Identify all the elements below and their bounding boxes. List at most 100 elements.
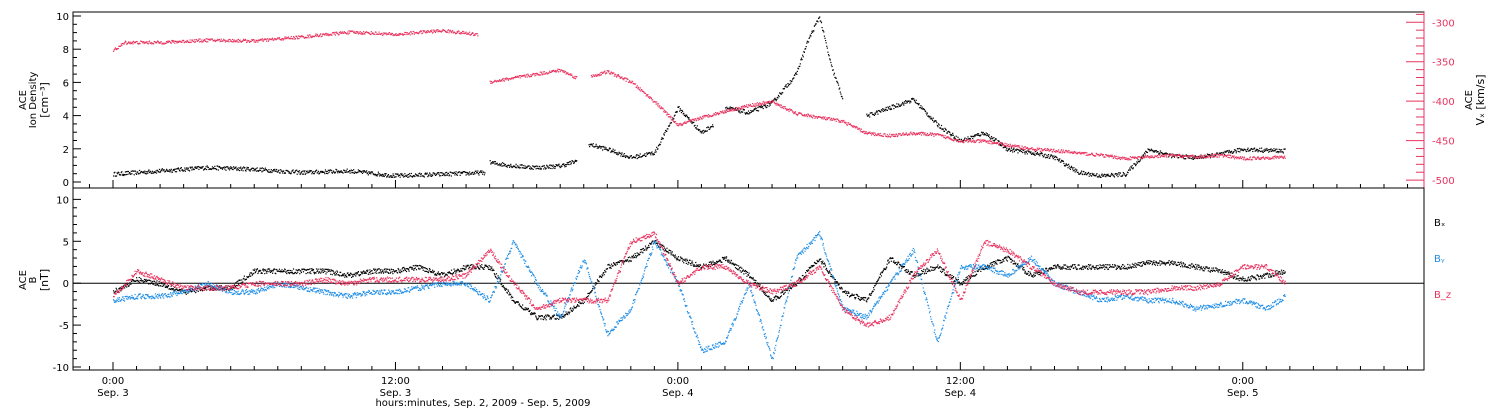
data-point: [1267, 156, 1269, 158]
data-point: [986, 133, 989, 135]
data-point: [760, 106, 762, 109]
data-point: [613, 75, 615, 77]
data-point: [677, 106, 680, 109]
data-point: [859, 128, 861, 130]
data-point: [288, 172, 290, 174]
data-point: [397, 34, 400, 36]
data-point: [648, 96, 650, 98]
data-point: [470, 173, 472, 175]
data-point: [243, 277, 245, 280]
data-point: [281, 269, 283, 271]
data-point: [982, 139, 984, 141]
data-point: [604, 269, 606, 272]
data-point: [423, 31, 425, 33]
data-point: [1045, 156, 1047, 158]
data-point: [906, 101, 908, 103]
data-point: [950, 138, 953, 140]
data-point: [750, 111, 753, 113]
data-point: [391, 176, 394, 178]
data-point: [122, 173, 124, 175]
data-point: [993, 140, 996, 142]
data-point: [754, 108, 756, 111]
data-point: [918, 132, 920, 134]
data-point: [495, 276, 497, 278]
data-point: [791, 80, 793, 82]
data-point: [829, 58, 831, 60]
data-point: [1034, 154, 1036, 156]
data-point: [1013, 145, 1016, 147]
data-point: [516, 167, 518, 169]
data-point: [551, 167, 553, 170]
data-point: [832, 119, 834, 121]
data-point: [221, 167, 223, 169]
data-point: [946, 136, 948, 138]
data-point: [264, 272, 266, 275]
data-point: [465, 268, 467, 270]
data-point: [1111, 154, 1113, 156]
data-point: [410, 266, 412, 269]
data-point: [920, 108, 923, 110]
data-point: [700, 130, 702, 132]
data-point: [331, 172, 334, 174]
data-point: [523, 74, 525, 76]
data-point: [566, 162, 568, 164]
data-point: [158, 281, 160, 283]
data-point: [357, 33, 359, 35]
data-point: [542, 71, 544, 73]
data-point: [156, 41, 158, 43]
data-point: [231, 38, 234, 41]
data-point: [734, 109, 736, 111]
data-point: [972, 137, 974, 140]
data-point: [293, 36, 295, 39]
data-point: [823, 35, 826, 37]
data-point: [398, 268, 400, 270]
data-point: [427, 175, 429, 178]
data-point: [260, 169, 262, 171]
data-point: [779, 104, 781, 106]
data-point: [177, 167, 179, 169]
data-point: [1073, 150, 1076, 153]
data-point: [203, 38, 205, 41]
data-point: [728, 110, 730, 112]
data-point: [457, 32, 459, 34]
data-point: [447, 29, 450, 31]
data-point: [1115, 173, 1117, 175]
data-point: [430, 271, 432, 274]
data-point: [489, 268, 491, 271]
data-point: [798, 112, 800, 114]
data-point: [851, 125, 853, 127]
data-point: [1214, 155, 1216, 157]
data-point: [177, 40, 179, 42]
data-point: [204, 286, 206, 289]
data-point: [272, 170, 274, 172]
data-point: [371, 33, 373, 35]
data-point: [1093, 154, 1095, 157]
data-point: [301, 36, 303, 38]
data-point: [165, 42, 167, 44]
data-point: [313, 271, 315, 273]
data-point: [785, 84, 787, 86]
data-point: [1033, 148, 1035, 150]
data-point: [1028, 149, 1030, 151]
data-point: [1060, 161, 1062, 163]
data-point: [162, 42, 164, 44]
data-point: [281, 172, 284, 174]
data-point: [1142, 154, 1144, 156]
data-point: [550, 317, 552, 319]
data-point: [525, 166, 527, 168]
data-point: [206, 38, 208, 40]
data-point: [542, 318, 545, 321]
data-point: [327, 172, 329, 175]
data-point: [539, 315, 542, 317]
data-point: [281, 37, 284, 40]
data-point: [348, 274, 350, 277]
data-point: [1059, 158, 1061, 160]
data-point: [469, 31, 471, 33]
data-point: [830, 117, 833, 119]
data-point: [842, 98, 844, 100]
data-point: [1004, 145, 1006, 148]
data-point: [1206, 155, 1208, 157]
data-point: [876, 134, 878, 136]
data-point: [521, 164, 523, 166]
data-point: [1189, 156, 1191, 158]
